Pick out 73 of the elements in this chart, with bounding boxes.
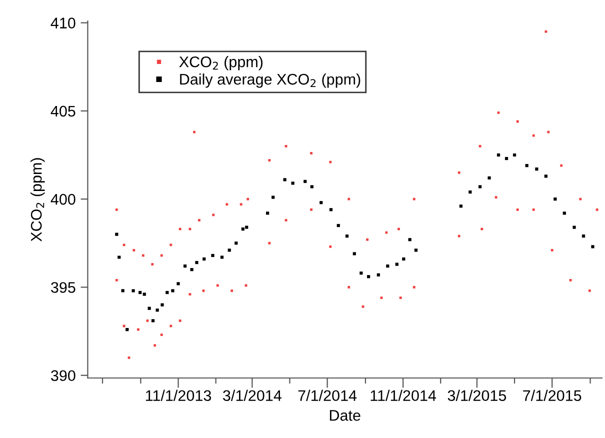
point xyxy=(176,282,180,286)
y-tick-label: 395 xyxy=(51,282,76,293)
point xyxy=(367,275,370,278)
point xyxy=(554,198,557,201)
point xyxy=(156,308,159,312)
point xyxy=(234,242,238,245)
point xyxy=(304,180,307,183)
y-tick-label: 410 xyxy=(50,18,76,28)
point xyxy=(504,156,508,160)
point xyxy=(241,227,244,231)
point xyxy=(266,212,270,215)
point xyxy=(160,303,164,306)
y-axis-title: XCO$_{2}$ (ppm) xyxy=(30,158,45,242)
point xyxy=(310,185,314,188)
point xyxy=(291,182,294,185)
point xyxy=(171,289,174,292)
point xyxy=(126,328,129,332)
point xyxy=(115,232,118,236)
point xyxy=(329,208,333,212)
x-tick-label: 11/1/2013 xyxy=(146,390,212,402)
point xyxy=(496,153,500,157)
legend-label: XCO$_{2}$ (ppm) xyxy=(179,56,263,70)
point xyxy=(142,292,146,296)
point xyxy=(459,204,462,208)
point xyxy=(360,272,363,275)
point xyxy=(525,164,528,168)
point xyxy=(591,245,594,248)
point xyxy=(132,289,135,292)
point xyxy=(283,178,286,182)
point xyxy=(320,201,323,204)
point xyxy=(211,254,214,258)
point xyxy=(544,174,548,178)
point xyxy=(345,234,349,238)
x-tick-label: 7/1/2015 xyxy=(523,390,582,402)
point xyxy=(148,306,151,310)
point xyxy=(166,290,169,294)
point xyxy=(121,289,124,292)
legend-label: Daily average XCO$_{2}$ (ppm) xyxy=(180,73,360,88)
point xyxy=(202,257,206,261)
y-tick-label: 405 xyxy=(50,106,76,117)
x-tick-label: 7/1/2014 xyxy=(298,390,357,402)
point xyxy=(195,260,198,264)
point xyxy=(414,248,418,252)
y-tick-label: 390 xyxy=(51,370,76,382)
point xyxy=(220,256,224,259)
x-tick-label: 11/1/2014 xyxy=(370,390,436,402)
point xyxy=(512,153,516,157)
point xyxy=(245,226,248,229)
point xyxy=(386,264,390,268)
point xyxy=(138,290,142,294)
point xyxy=(183,264,187,268)
point xyxy=(562,212,566,215)
point xyxy=(408,238,412,242)
point xyxy=(582,234,586,238)
point xyxy=(402,257,406,261)
point xyxy=(478,185,482,188)
point xyxy=(468,190,472,194)
x-axis-title: Date xyxy=(330,410,360,421)
point xyxy=(336,224,340,228)
y-tick-label: 400 xyxy=(50,194,76,205)
point xyxy=(151,319,155,322)
point xyxy=(535,168,538,171)
point xyxy=(190,268,194,272)
point xyxy=(352,252,356,256)
point xyxy=(395,262,398,266)
x-tick-label: 3/1/2015 xyxy=(448,390,506,402)
x-tick-label: 3/1/2014 xyxy=(223,390,282,402)
point xyxy=(488,176,491,180)
point xyxy=(376,273,380,276)
point xyxy=(572,226,576,229)
point xyxy=(272,196,275,199)
point xyxy=(118,256,121,259)
point xyxy=(228,248,231,252)
